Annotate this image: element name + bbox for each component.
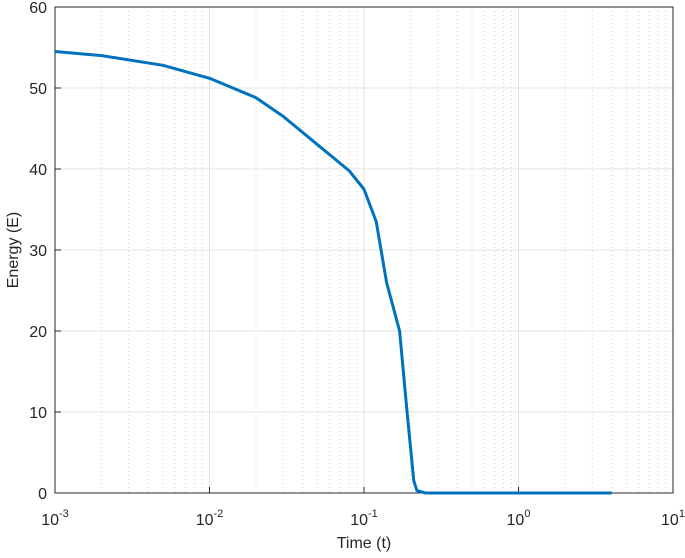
data-line bbox=[54, 50, 612, 495]
plot-box bbox=[54, 6, 674, 494]
y-tick-label: 40 bbox=[29, 162, 47, 179]
x-tick-label: 101 bbox=[661, 508, 685, 529]
y-tick-label: 20 bbox=[29, 324, 47, 341]
y-axis-label: Energy (E) bbox=[5, 212, 22, 288]
y-tick-label: 0 bbox=[38, 486, 47, 503]
y-tick-label: 30 bbox=[29, 243, 47, 260]
x-tick-label: 10-2 bbox=[196, 508, 224, 529]
x-axis-label: Time (t) bbox=[337, 535, 392, 552]
y-tick-label: 60 bbox=[29, 0, 47, 17]
x-tick-label: 10-3 bbox=[41, 508, 69, 529]
x-tick-label: 100 bbox=[507, 508, 531, 529]
x-tick-label: 10-1 bbox=[350, 508, 378, 529]
y-tick-label: 50 bbox=[29, 81, 47, 98]
y-tick-label: 10 bbox=[29, 405, 47, 422]
